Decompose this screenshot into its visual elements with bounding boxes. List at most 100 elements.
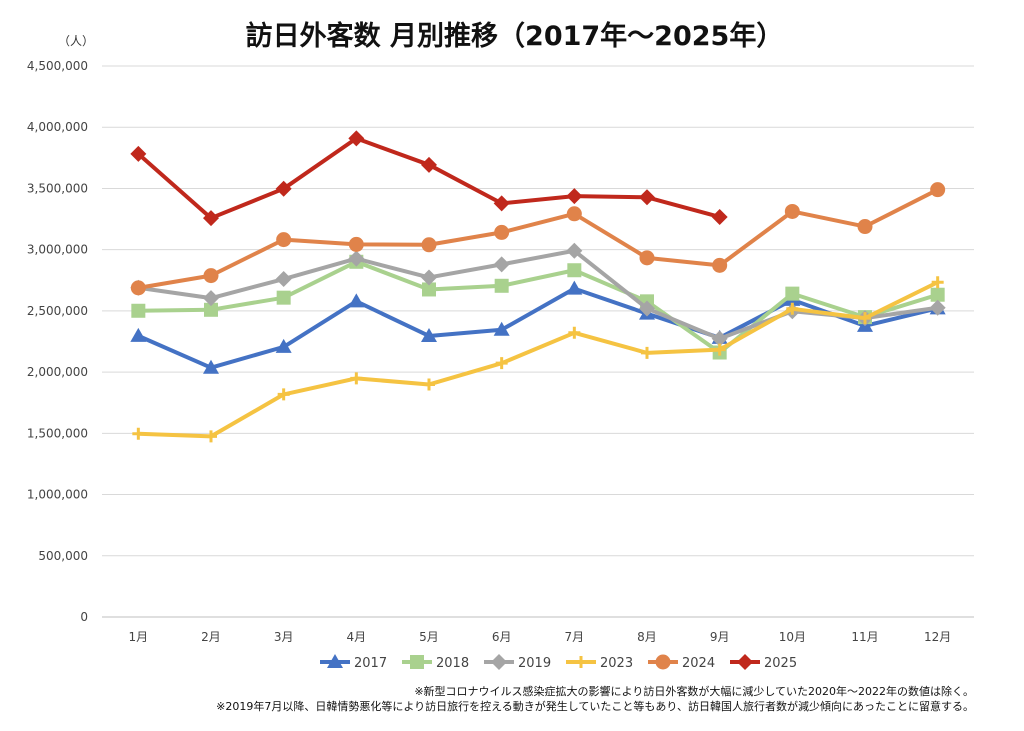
chart-title: 訪日外客数 月別推移（2017年～2025年）: [245, 21, 784, 52]
data-point-2023: [568, 326, 581, 339]
legend-item-2017: 2017: [320, 654, 387, 671]
x-tick-label: 6月: [492, 630, 512, 644]
data-point-2024: [348, 236, 364, 252]
data-point-2023: [641, 346, 653, 359]
data-point-2024: [276, 232, 292, 248]
data-point-2024: [857, 219, 873, 235]
data-point-2017: [493, 321, 510, 336]
data-point-2023: [277, 388, 290, 401]
series-2023: [132, 276, 944, 443]
legend-label: 2019: [518, 656, 551, 671]
series-2017: [130, 280, 946, 374]
data-point-2018: [422, 282, 436, 297]
data-point-2019: [711, 330, 728, 347]
series-line-2024: [138, 187, 939, 290]
legend-label: 2018: [436, 656, 469, 671]
data-point-2018: [785, 286, 800, 301]
legend-label: 2023: [600, 656, 633, 671]
legend-label: 2025: [764, 656, 797, 671]
x-tick-label: 4月: [347, 630, 367, 644]
series-line-2018: [138, 259, 939, 355]
legend-marker: [327, 654, 343, 668]
legend-item-2024: 2024: [648, 654, 715, 671]
data-point-2019: [566, 242, 583, 259]
data-point-2018: [131, 303, 146, 318]
y-tick-label: 1,000,000: [27, 488, 88, 502]
data-point-2023: [423, 378, 435, 391]
y-tick-label: 3,000,000: [27, 243, 88, 257]
data-point-2025: [421, 156, 437, 173]
legend-marker: [737, 654, 753, 670]
data-point-2019: [203, 290, 219, 307]
data-point-2024: [712, 257, 728, 273]
x-tick-label: 5月: [419, 630, 439, 644]
x-tick-label: 1月: [129, 630, 149, 644]
series-line-2025: [137, 136, 721, 221]
data-point-2023: [350, 372, 363, 385]
data-point-2023: [713, 343, 726, 356]
data-point-2017: [130, 327, 147, 342]
data-point-2019: [493, 256, 510, 273]
x-tick-label: 2月: [201, 630, 221, 644]
x-tick-label: 7月: [565, 630, 585, 644]
series-2025: [130, 130, 728, 227]
data-point-2023: [859, 312, 871, 325]
legend-marker: [575, 656, 587, 668]
data-point-2025: [203, 210, 219, 227]
data-point-2024: [494, 224, 510, 240]
data-point-2024: [784, 203, 800, 219]
data-point-2018: [930, 287, 945, 302]
data-point-2019: [639, 300, 655, 317]
legend-item-2025: 2025: [730, 654, 797, 671]
y-tick-label: 2,500,000: [27, 304, 88, 318]
data-point-2025: [348, 130, 365, 147]
legend-marker: [655, 654, 671, 670]
data-point-2019: [421, 269, 437, 286]
data-point-2018: [494, 278, 509, 293]
x-tick-label: 9月: [710, 630, 730, 644]
y-tick-label: 2,000,000: [27, 365, 88, 379]
data-point-2018: [276, 290, 291, 305]
data-point-2019: [275, 271, 292, 288]
y-axis-unit: （人）: [58, 34, 95, 48]
data-point-2019: [348, 250, 365, 267]
series-line-2017: [137, 286, 939, 370]
legend-label: 2024: [682, 656, 715, 671]
y-tick-label: 3,500,000: [27, 181, 88, 195]
data-point-2018: [204, 302, 218, 317]
y-tick-label: 0: [80, 610, 88, 624]
x-tick-label: 8月: [637, 630, 657, 644]
data-point-2023: [786, 302, 799, 315]
y-tick-label: 1,500,000: [27, 426, 88, 440]
data-point-2025: [275, 180, 292, 197]
y-tick-label: 4,000,000: [27, 120, 88, 134]
data-point-2017: [203, 359, 219, 374]
x-tick-label: 12月: [924, 630, 951, 644]
data-point-2024: [930, 182, 946, 198]
x-tick-label: 10月: [779, 630, 806, 644]
legend-label: 2017: [354, 656, 387, 671]
x-tick-label: 11月: [851, 630, 878, 644]
footnote-2: ※2019年7月以降、日韓情勢悪化等により訪日旅行を控える動きが発生していたこと…: [216, 700, 974, 713]
data-point-2025: [711, 208, 728, 225]
data-point-2019: [929, 299, 946, 316]
data-point-2023: [931, 276, 944, 289]
y-tick-label: 4,500,000: [27, 59, 88, 73]
y-tick-label: 500,000: [38, 549, 88, 563]
series-line-2023: [138, 280, 939, 439]
data-point-2025: [639, 189, 655, 206]
data-point-2018: [567, 263, 582, 278]
data-point-2024: [566, 206, 582, 222]
series-2019: [130, 242, 946, 347]
data-point-2024: [421, 237, 437, 253]
legend-item-2023: 2023: [566, 656, 633, 671]
data-point-2024: [130, 280, 146, 296]
legend-marker: [491, 654, 507, 670]
data-point-2025: [493, 195, 510, 212]
data-point-2017: [275, 338, 292, 353]
data-point-2017: [421, 327, 437, 342]
data-point-2024: [203, 268, 219, 284]
data-point-2023: [132, 427, 145, 440]
legend-marker: [410, 655, 424, 669]
